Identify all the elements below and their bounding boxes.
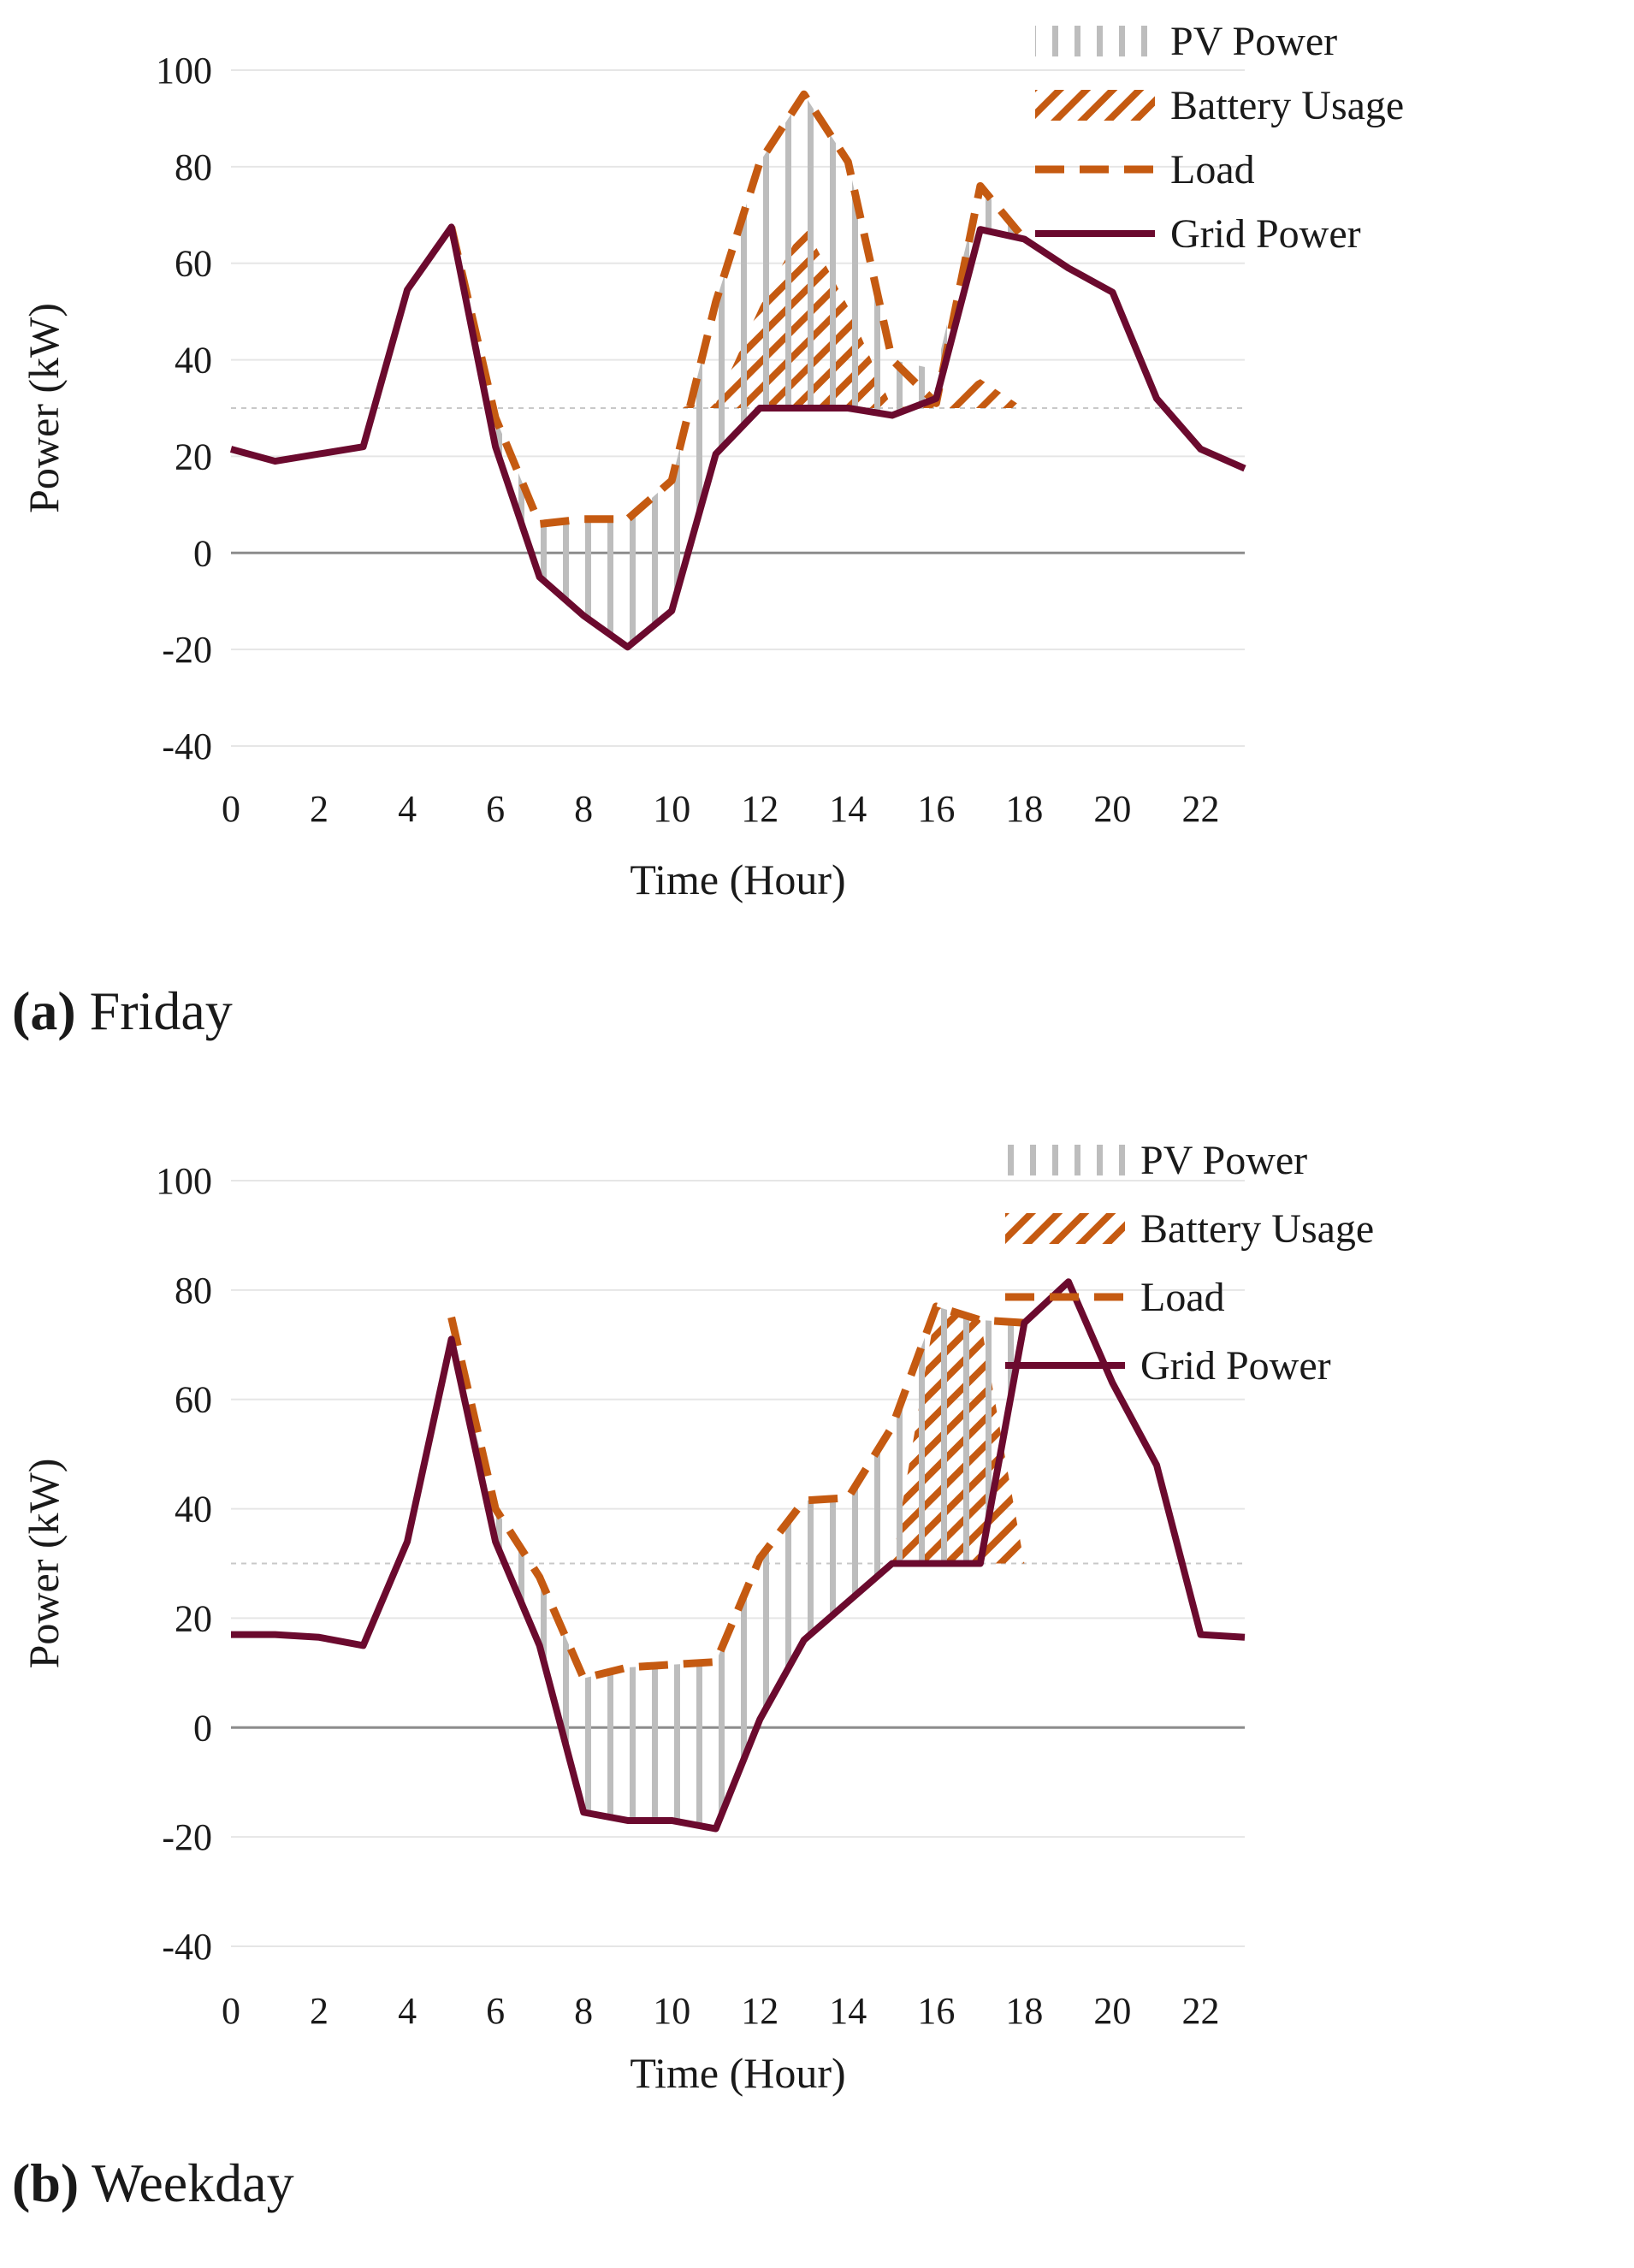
x-tick-label: 4 <box>398 788 417 830</box>
chart-panel-weekday: 100 80 60 40 20 0 -20 -40 0 2 4 6 8 10 12 14 16 18 20 22 Tim… <box>0 1095 1634 2268</box>
y-tick-label: -20 <box>162 1816 212 1858</box>
x-tick-label: 18 <box>1005 788 1043 830</box>
x-tick-label: 10 <box>653 1990 690 2032</box>
y-tick-label: -40 <box>162 1926 212 1968</box>
y-tick-label: 0 <box>193 532 212 574</box>
x-tick-label: 0 <box>222 1990 240 2032</box>
legend-label: Grid Power <box>1170 211 1361 257</box>
legend-label: Battery Usage <box>1140 1206 1374 1252</box>
x-tick-label: 8 <box>574 788 593 830</box>
legend-label: Load <box>1170 147 1255 192</box>
legend-label: Load <box>1140 1275 1225 1320</box>
x-tick-label: 12 <box>741 1990 779 2032</box>
legend: PV Power Battery Usage Load Grid Power <box>1005 1138 1374 1389</box>
pv-power-area <box>451 94 1025 648</box>
y-tick-label: 100 <box>156 1160 212 1202</box>
x-axis-title: Time (Hour) <box>630 2049 845 2097</box>
x-tick-label: 16 <box>917 1990 955 2032</box>
y-tick-label: 20 <box>175 435 212 477</box>
y-tick-label: -40 <box>162 725 212 767</box>
legend-swatch-battery <box>1035 90 1155 121</box>
y-tick-label: 60 <box>175 1379 212 1421</box>
x-tick-label: 6 <box>486 788 505 830</box>
x-axis-title: Time (Hour) <box>630 856 845 903</box>
caption-text: Friday <box>89 980 233 1041</box>
x-tick-label: 2 <box>310 788 329 830</box>
legend-label: Battery Usage <box>1170 83 1404 128</box>
x-tick-label: 2 <box>310 1990 329 2032</box>
x-tick-label: 12 <box>741 788 779 830</box>
y-axis-title: Power (kW) <box>20 1459 68 1669</box>
x-tick-label: 22 <box>1181 1990 1219 2032</box>
legend-label: PV Power <box>1140 1138 1307 1183</box>
load-line <box>447 90 1027 528</box>
x-tick-label: 20 <box>1093 1990 1131 2032</box>
caption-text: Weekday <box>92 2153 294 2213</box>
y-tick-label: -20 <box>162 629 212 671</box>
x-tick-label: 4 <box>398 1990 417 2032</box>
legend-swatch-pv <box>1035 26 1155 56</box>
legend-label: Grid Power <box>1140 1343 1331 1389</box>
y-tick-label: 0 <box>193 1707 212 1749</box>
y-tick-label: 100 <box>156 50 212 92</box>
legend-label: PV Power <box>1170 19 1337 64</box>
x-tick-label: 22 <box>1181 788 1219 830</box>
x-tick-label: 18 <box>1005 1990 1043 2032</box>
y-tick-label: 80 <box>175 146 212 188</box>
legend-swatch-battery <box>1005 1213 1125 1244</box>
x-tick-label: 10 <box>653 788 690 830</box>
x-tick-label: 14 <box>829 788 867 830</box>
grid-power-line <box>229 223 1246 651</box>
x-tick-label: 20 <box>1093 788 1131 830</box>
x-tick-label: 8 <box>574 1990 593 2032</box>
x-tick-label: 0 <box>222 788 240 830</box>
y-tick-label: 60 <box>175 243 212 285</box>
caption-weekday: (b) Weekday <box>12 2156 294 2211</box>
legend-swatch-pv <box>1005 1145 1125 1175</box>
caption-friday: (a) Friday <box>12 984 233 1039</box>
pv-power-area <box>451 1306 1025 1829</box>
y-tick-label: 40 <box>175 340 212 382</box>
y-tick-label: 40 <box>175 1489 212 1531</box>
y-tick-label: 80 <box>175 1270 212 1312</box>
y-axis-title: Power (kW) <box>20 303 68 513</box>
y-tick-label: 20 <box>175 1597 212 1639</box>
caption-letter: (a) <box>12 980 76 1041</box>
x-tick-label: 14 <box>829 1990 867 2032</box>
x-tick-label: 6 <box>486 1990 505 2032</box>
legend: PV Power Battery Usage Load Grid Power <box>1035 19 1404 257</box>
load-line <box>447 1302 1025 1683</box>
chart-panel-friday: 100 80 60 40 20 0 -20 -40 0 2 4 6 8 10 12 14 16 18 20 22 Tim… <box>0 0 1634 1069</box>
x-tick-label: 16 <box>917 788 955 830</box>
caption-letter: (b) <box>12 2153 80 2213</box>
